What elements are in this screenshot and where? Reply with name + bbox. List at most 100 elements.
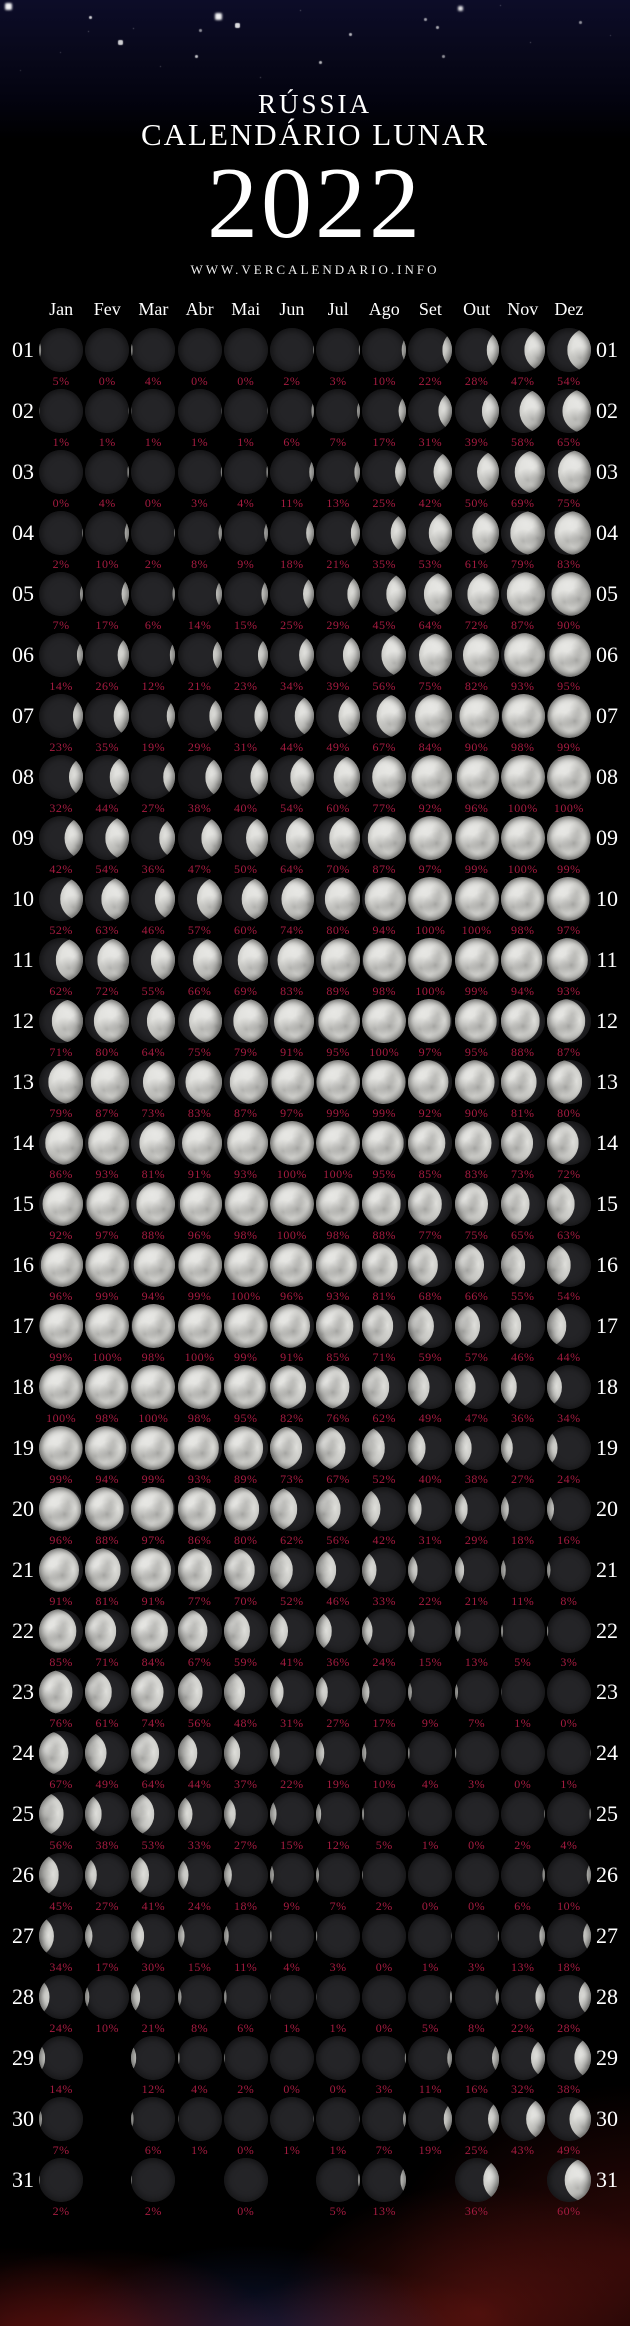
moon-phase (408, 1243, 453, 1287)
moon-lit-area (121, 572, 130, 616)
moon-lit-area (482, 2158, 499, 2202)
illumination-percent: 50 (223, 862, 269, 877)
day-row: 3076101171925434930 (8, 2097, 622, 2158)
moon-phase (177, 450, 222, 494)
illumination-percent: 77 (361, 801, 407, 816)
illumination-percent: 0 (315, 2082, 361, 2097)
illumination-percent: 87 (223, 1106, 269, 1121)
moon-lit-area (39, 1609, 77, 1653)
moon-lit-area (530, 2036, 545, 2080)
day-cell: 14 (38, 2036, 84, 2097)
moon-lit-area (454, 1609, 461, 1653)
moon-phase (408, 2036, 453, 2080)
moon-phase (316, 633, 361, 677)
moon-lit-area (543, 1792, 545, 1836)
illumination-percent: 50 (454, 496, 500, 511)
day-label-left: 27 (12, 1923, 34, 1948)
moon-lit-area (455, 816, 499, 860)
moon-phase (454, 1426, 499, 1470)
day-cell: 99 (38, 1426, 84, 1487)
illumination-percent: 2 (130, 2204, 176, 2219)
moon-lit-area (223, 1426, 263, 1470)
illumination-percent: 85 (407, 1167, 453, 1182)
day-cell: 52 (38, 877, 84, 938)
day-cell: 30 (130, 1914, 176, 1975)
illumination-percent: 89 (315, 984, 361, 999)
moon-phase (131, 816, 176, 860)
day-cell: 73 (269, 1426, 315, 1487)
illumination-percent: 1 (177, 2143, 223, 2158)
day-label-left: 16 (12, 1252, 34, 1277)
moon-phase (269, 633, 314, 677)
day-cell: 8 (177, 1975, 223, 2036)
moon-lit-area (85, 1426, 127, 1470)
moon-lit-area (354, 450, 361, 494)
day-cell: 45 (361, 572, 407, 633)
day-cell: 87 (546, 999, 592, 1060)
illumination-percent: 99 (454, 984, 500, 999)
day-cell: 80 (84, 999, 130, 1060)
moon-lit-area (131, 1853, 150, 1897)
moon-phase (454, 1975, 499, 2019)
day-cell: 22 (269, 1731, 315, 1792)
moon-phase (454, 328, 499, 372)
moon-phase (408, 2097, 453, 2141)
moon-phase (454, 1914, 499, 1958)
day-cell: 98 (130, 1304, 176, 1365)
day-cell: 24 (177, 1853, 223, 1914)
day-cell: 100 (84, 1304, 130, 1365)
moon-lit-area (208, 694, 222, 738)
moon-lit-area (177, 2036, 180, 2080)
moon-lit-area (481, 389, 499, 433)
illumination-percent: 36 (315, 1655, 361, 1670)
day-label-left: 31 (12, 2167, 34, 2192)
moon-phase (454, 511, 499, 555)
illumination-percent: 42 (38, 862, 84, 877)
moon-phase (177, 1243, 222, 1287)
moon-lit-area (386, 572, 407, 616)
moon-lit-area (454, 1487, 468, 1531)
moon-phase (500, 1731, 545, 1775)
moon-phase (362, 2158, 407, 2202)
illumination-percent: 100 (223, 1289, 269, 1304)
moon-phase (362, 572, 407, 616)
moon-lit-area (223, 1365, 266, 1409)
illumination-percent: 28 (454, 374, 500, 389)
illumination-percent: 53 (130, 1838, 176, 1853)
moon-phase (39, 1914, 84, 1958)
day-cell: 34 (546, 1365, 592, 1426)
day-cell: 93 (500, 633, 546, 694)
moon-lit-area (398, 389, 407, 433)
day-cell: 8 (177, 511, 223, 572)
day-cell: 95 (454, 999, 500, 1060)
day-cell: 2 (38, 2158, 84, 2219)
moon-phase (269, 2097, 314, 2141)
moon-lit-area (277, 938, 314, 982)
moon-phase (223, 999, 268, 1043)
moon-phase (546, 2158, 591, 2202)
illumination-percent: 39 (315, 679, 361, 694)
day-cell: 96 (38, 1487, 84, 1548)
moon-phase (39, 999, 84, 1043)
moon-phase (223, 450, 268, 494)
moon-phase (131, 1487, 176, 1531)
day-cell: 91 (269, 1304, 315, 1365)
day-cell: 72 (454, 572, 500, 633)
illumination-percent: 0 (361, 1960, 407, 1975)
moon-phase (131, 1060, 176, 1104)
moon-lit-area (316, 1731, 325, 1775)
moon-phase (500, 877, 545, 921)
moon-phase (362, 511, 407, 555)
moon-phase (269, 1914, 314, 1958)
moon-lit-area (362, 1243, 398, 1287)
day-cell: 8 (546, 1548, 592, 1609)
moon-lit-area (285, 816, 314, 860)
illumination-percent: 12 (130, 679, 176, 694)
moon-phase (454, 1243, 499, 1287)
moon-phase (362, 938, 407, 982)
moon-lit-area (139, 1121, 176, 1165)
day-cell: 81 (361, 1243, 407, 1304)
illumination-percent: 67 (38, 1777, 84, 1792)
moon-phase (362, 877, 407, 921)
illumination-percent: 96 (38, 1289, 84, 1304)
